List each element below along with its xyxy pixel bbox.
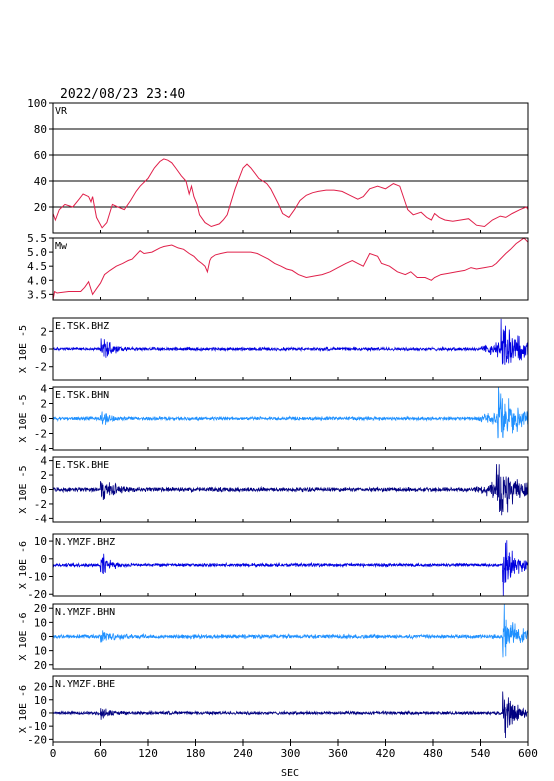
panel-4: -4 -2 0 2 4 E.TSK.BHN X 10E -5 [18,383,529,456]
panel-frame [52,237,529,301]
y-tick-label: 80 [34,123,47,136]
datetime-label: 2022/08/23 23:40 [60,87,185,102]
y-axis-label: X 10E -6 [18,612,29,660]
panel-label: E.TSK.BHE [55,460,109,471]
y-tick-label: 20 [34,681,47,694]
series-line [52,604,529,658]
series-line [52,691,529,739]
y-tick-label: -10 [27,571,47,584]
x-tick-label: 420 [376,747,396,760]
y-tick-label: 10 [34,694,47,707]
x-tick-label: 0 [50,747,57,760]
x-tick-label: 120 [138,747,158,760]
y-tick-label: -10 [27,720,47,733]
y-tick-label: -20 [27,733,47,746]
y-tick-label: -4 [34,443,48,456]
y-tick-label: 2 [40,398,47,411]
x-axis-label: SEC [281,768,299,779]
panel-label: E.TSK.BHZ [55,321,109,332]
y-tick-label: 100 [27,97,47,110]
y-tick-label: 0 [40,343,47,356]
y-tick-label: 2 [40,325,47,338]
x-tick-label: 240 [233,747,253,760]
x-tick-label: 180 [186,747,206,760]
panel-frame [52,675,529,743]
y-tick-label: 3.5 [27,288,47,301]
y-tick-label: 0 [40,484,47,497]
panel-3: -2 0 2 E.TSK.BHZ X 10E -5 [18,317,529,381]
y-tick-label: 40 [34,175,47,188]
x-tick-label: 60 [94,747,107,760]
y-tick-label: 5.0 [27,246,47,259]
x-axis: 0 60 120 180 240 300 360 420 480 540 600 [50,742,538,760]
y-axis-label: X 10E -5 [18,394,29,442]
y-tick-label: 60 [34,149,47,162]
panel-6: -20 -10 0 10 N.YMZF.BHZ X 10E -6 [18,533,529,601]
y-tick-label: 10 [34,535,47,548]
panel-1: 20 40 60 80 100 VR [27,97,529,234]
x-tick-label: 540 [471,747,491,760]
panel-5: -4-20 24 E.TSK.BHE X 10E -5 [18,455,529,525]
y-tick-label: -4 [34,512,48,525]
x-tick-label: 300 [281,747,301,760]
y-tick-label: 4.5 [27,260,47,273]
series-line [52,387,529,439]
y-tick-label: 0 [40,707,47,720]
y-tick-label: -2 [34,361,47,374]
y-tick-label: -2 [34,498,47,511]
y-tick-label: 10 [34,645,47,658]
y-tick-label: 0 [40,631,47,644]
panel-label: VR [55,106,68,117]
y-tick-label: 4 [40,383,47,396]
y-tick-label: 20 [34,659,47,672]
panel-label: N.YMZF.BHE [55,679,115,690]
y-axis-label: X 10E -6 [18,541,29,589]
panel-label: N.YMZF.BHN [55,607,115,618]
y-tick-label: 20 [34,201,47,214]
y-tick-label: 5.5 [27,232,47,245]
series-line [52,318,529,365]
y-tick-label: 10 [34,616,47,629]
y-axis-label: X 10E -6 [18,685,29,733]
y-tick-label: 2 [40,469,47,482]
series-line [52,237,529,301]
panel-label: Mw [55,241,68,252]
y-axis-label: X 10E -5 [18,325,29,373]
panel-label: E.TSK.BHN [55,390,109,401]
series-line [52,158,529,229]
y-tick-label: -20 [27,588,47,601]
y-tick-label: 0 [40,413,47,426]
y-tick-label: -2 [34,428,47,441]
x-tick-label: 480 [423,747,443,760]
y-axis-label: X 10E -5 [18,465,29,513]
y-tick-label: 0 [40,553,47,566]
y-tick-label: 4 [40,455,47,468]
series-line [52,540,529,596]
panel-label: N.YMZF.BHZ [55,537,115,548]
y-tick-label: 4.0 [27,274,47,287]
y-tick-label: 20 [34,602,47,615]
panel-2: 3.54.04.55.05.5 Mw [27,232,529,301]
panel-frame [52,102,529,234]
x-tick-label: 360 [328,747,348,760]
series-line [52,464,529,516]
x-tick-label: 600 [518,747,538,760]
